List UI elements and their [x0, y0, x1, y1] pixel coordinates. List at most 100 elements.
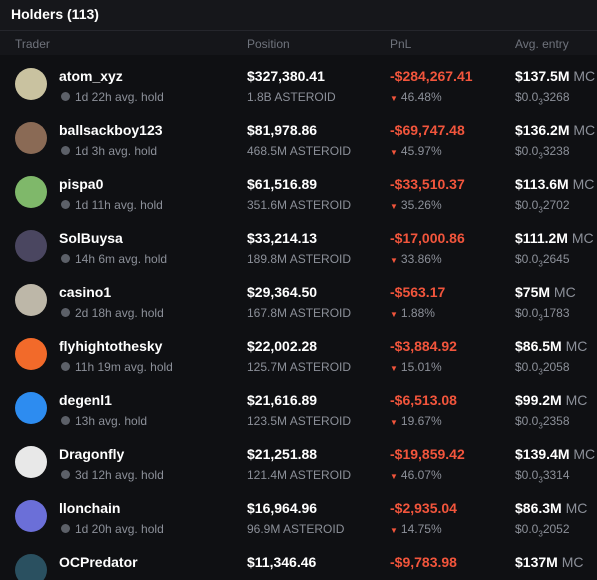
trader-name[interactable]: pispa0: [59, 176, 104, 192]
header-bar: Holders (113): [0, 0, 597, 31]
pnl-pct-text: 35.26%: [400, 198, 442, 212]
holder-row[interactable]: flyhightothesky 11h 19m avg. hold $22,002.…: [0, 332, 597, 386]
pnl-value: -$69,747.48: [390, 122, 465, 138]
pnl-percent: ▼ 45.97%: [390, 144, 442, 158]
pnl-percent: ▼ 46.48%: [390, 90, 442, 104]
position-amount: 1.8B ASTEROID: [247, 90, 336, 104]
price-prefix: $0.0: [515, 414, 539, 428]
pnl-value: -$19,859.42: [390, 446, 465, 462]
pnl-pct-text: 46.07%: [400, 468, 442, 482]
position-value: $61,516.89: [247, 176, 318, 192]
holder-row[interactable]: llonchain 1d 20h avg. hold $16,964.96 96.9M…: [0, 494, 597, 548]
position-value: $22,002.28: [247, 338, 318, 354]
mc-label: MC: [565, 500, 588, 516]
mc-label: MC: [573, 446, 596, 462]
position-value: $11,346.46: [247, 554, 317, 570]
entry-mc-value: $86.5M: [515, 338, 562, 354]
trader-name[interactable]: llonchain: [59, 500, 121, 516]
trader-name[interactable]: atom_xyz: [59, 68, 123, 84]
pnl-value: -$6,513.08: [390, 392, 457, 408]
price-zeros: 3: [538, 475, 543, 485]
entry-price: $0.032052: [515, 522, 570, 538]
down-arrow: ▼: [390, 256, 398, 265]
pnl-value: -$2,935.04: [390, 500, 457, 516]
price-zeros: 3: [538, 259, 543, 269]
price-prefix: $0.0: [515, 198, 539, 212]
clock-icon: [61, 416, 70, 425]
entry-mc: $75M MC: [515, 284, 576, 300]
mc-label: MC: [573, 68, 596, 84]
entry-price: $0.032058: [515, 360, 570, 376]
holder-row[interactable]: degenl1 13h avg. hold $21,616.89 123.5M AST…: [0, 386, 597, 440]
hold-time: 1d 11h avg. hold: [75, 198, 163, 212]
trader-name[interactable]: ballsackboy123: [59, 122, 163, 138]
trader-name[interactable]: flyhightothesky: [59, 338, 163, 354]
trader-name[interactable]: SolBuysa: [59, 230, 123, 246]
pnl-value: -$563.17: [390, 284, 446, 300]
holder-row[interactable]: OCPredator $11,346.46 -$9,783.98 $137M MC: [0, 548, 597, 580]
holder-row[interactable]: SolBuysa 14h 6m avg. hold $33,214.13 189.8M…: [0, 224, 597, 278]
price-digits: 2052: [542, 522, 570, 536]
position-value: $327,380.41: [247, 68, 325, 84]
avatar: [15, 176, 47, 208]
trader-name[interactable]: OCPredator: [59, 554, 138, 570]
entry-price: $0.033238: [515, 144, 570, 160]
holder-row[interactable]: Dragonfly 3d 12h avg. hold $21,251.88 121.4…: [0, 440, 597, 494]
entry-mc-value: $136.2M: [515, 122, 570, 138]
hold-time: 11h 19m avg. hold: [75, 360, 173, 374]
holder-row[interactable]: pispa0 1d 11h avg. hold $61,516.89 351.6M A…: [0, 170, 597, 224]
mc-label: MC: [571, 230, 594, 246]
price-digits: 2702: [542, 198, 570, 212]
pnl-percent: ▼ 19.67%: [390, 414, 442, 428]
price-zeros: 3: [538, 313, 543, 323]
clock-icon: [61, 362, 70, 371]
column-label: PnL: [390, 37, 412, 51]
down-arrow: ▼: [390, 526, 398, 535]
mc-label: MC: [565, 338, 588, 354]
price-digits: 1783: [542, 306, 570, 320]
entry-mc: $139.4M MC: [515, 446, 595, 462]
panel-title: Holders (113): [11, 6, 99, 22]
holder-row[interactable]: ballsackboy123 1d 3h avg. hold $81,978.86 4…: [0, 116, 597, 170]
hold-time: 2d 18h avg. hold: [75, 306, 164, 320]
holder-row[interactable]: atom_xyz 1d 22h avg. hold $327,380.41 1.8B …: [0, 62, 597, 116]
clock-icon: [61, 308, 70, 317]
position-amount: 123.5M ASTEROID: [247, 414, 352, 428]
clock-icon: [61, 254, 70, 263]
trader-name[interactable]: Dragonfly: [59, 446, 125, 462]
position-amount: 167.8M ASTEROID: [247, 306, 352, 320]
trader-name[interactable]: casino1: [59, 284, 112, 300]
entry-mc-value: $139.4M: [515, 446, 570, 462]
hold-time: 13h avg. hold: [75, 414, 148, 428]
pnl-percent: ▼ 1.88%: [390, 306, 435, 320]
mc-label: MC: [565, 392, 588, 408]
hold-time: 1d 3h avg. hold: [75, 144, 158, 158]
entry-price: $0.032645: [515, 252, 570, 268]
entry-mc-value: $137M: [515, 554, 558, 570]
pnl-value: -$9,783.98: [390, 554, 457, 570]
avatar: [15, 338, 47, 370]
entry-mc-value: $137.5M: [515, 68, 570, 84]
column-label: Trader: [15, 37, 50, 51]
holder-row[interactable]: casino1 2d 18h avg. hold $29,364.50 167.8M …: [0, 278, 597, 332]
price-zeros: 3: [538, 97, 543, 107]
avatar: [15, 446, 47, 478]
hold-time: 14h 6m avg. hold: [75, 252, 168, 266]
price-digits: 2645: [542, 252, 570, 266]
price-digits: 3238: [542, 144, 570, 158]
pnl-pct-text: 14.75%: [400, 522, 442, 536]
clock-icon: [61, 524, 70, 533]
mc-label: MC: [561, 554, 584, 570]
pnl-percent: ▼ 14.75%: [390, 522, 442, 536]
down-arrow: ▼: [390, 364, 398, 373]
entry-price: $0.031783: [515, 306, 570, 322]
trader-name[interactable]: degenl1: [59, 392, 112, 408]
position-amount: 189.8M ASTEROID: [247, 252, 352, 266]
price-prefix: $0.0: [515, 252, 539, 266]
column-label: Avg. entry: [515, 37, 569, 51]
down-arrow: ▼: [390, 310, 398, 319]
position-value: $33,214.13: [247, 230, 318, 246]
position-value: $29,364.50: [247, 284, 318, 300]
entry-mc: $111.2M MC: [515, 230, 594, 246]
